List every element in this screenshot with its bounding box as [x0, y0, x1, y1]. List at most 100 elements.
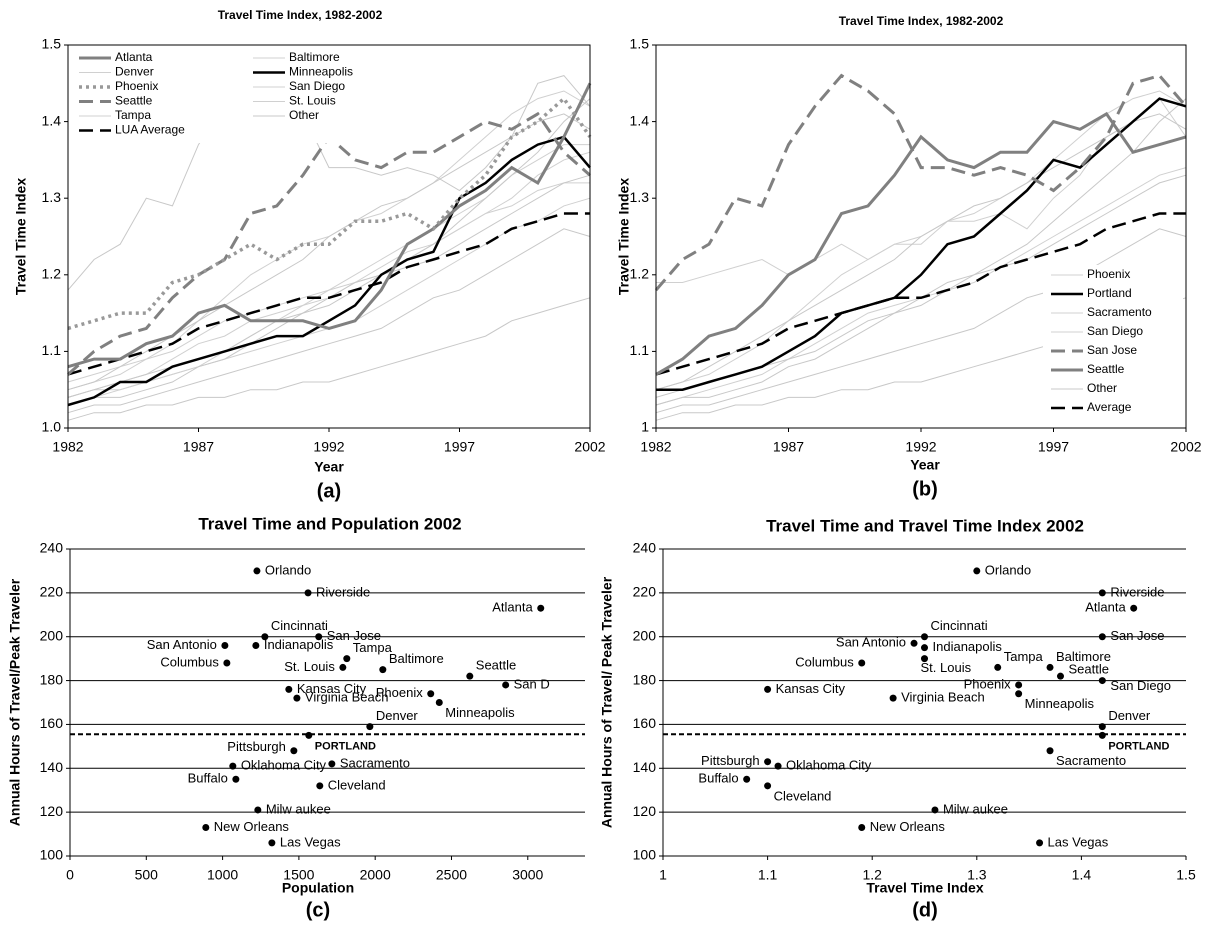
- point-label: Minneapolis: [445, 705, 515, 720]
- series-line: [655, 228, 1187, 414]
- data-point: [290, 747, 298, 755]
- plot-frame: [67, 44, 591, 429]
- point-label: Cleveland: [774, 788, 832, 803]
- point-label: Denver: [376, 708, 419, 723]
- x-axis-title: Population: [282, 880, 354, 896]
- y-tick-label: 1.4: [42, 112, 62, 128]
- point-label: Baltimore: [389, 651, 444, 666]
- point-label: San Antonio: [147, 637, 217, 652]
- data-point: [1130, 604, 1138, 612]
- chart-title: Travel Time Index, 1982-2002: [218, 8, 383, 22]
- point-label: Atlanta: [492, 600, 533, 615]
- data-point: [315, 633, 323, 641]
- series-line: [67, 228, 591, 414]
- point-label: Seattle: [476, 658, 516, 673]
- point-label: Indianapolis: [933, 639, 1003, 654]
- series-line: [655, 212, 1186, 376]
- y-tick-label: 1.1: [630, 342, 650, 358]
- x-tick-label: 1992: [905, 439, 936, 455]
- data-point: [343, 655, 351, 663]
- legend-label: San Diego: [289, 79, 345, 93]
- point-label: Virginia Beach: [305, 690, 389, 705]
- x-tick-label: 1997: [1038, 439, 1069, 455]
- series-line: [67, 212, 590, 376]
- point-label: San Antonio: [836, 635, 906, 650]
- data-point: [889, 694, 897, 702]
- point-label: Indianapolis: [264, 637, 334, 652]
- point-label: St. Louis: [921, 660, 972, 675]
- data-point: [1046, 663, 1054, 671]
- x-tick-label: 0: [66, 867, 74, 883]
- x-tick-label: 2002: [1170, 439, 1201, 455]
- x-tick-label: 3000: [512, 867, 543, 883]
- legend-label: Sacramento: [1087, 305, 1152, 319]
- point-label: New Orleans: [214, 819, 290, 834]
- legend-label: Atlanta: [115, 50, 153, 64]
- data-point: [285, 685, 293, 693]
- series-line: [656, 97, 1187, 283]
- data-point: [1046, 747, 1054, 755]
- series-line: [67, 74, 591, 291]
- y-tick-label: 220: [633, 584, 657, 600]
- y-tick-label: 1.3: [630, 189, 650, 205]
- data-point: [921, 655, 928, 663]
- x-tick-label: 1982: [640, 439, 671, 455]
- data-point: [764, 758, 772, 766]
- chart-title: Travel Time and Travel Time Index 2002: [766, 516, 1084, 535]
- y-tick-label: 1.5: [630, 36, 650, 52]
- data-point: [1098, 633, 1106, 641]
- y-axis-title: Travel Time Index: [616, 178, 632, 295]
- data-point: [1098, 731, 1106, 739]
- y-tick-label: 120: [40, 803, 64, 819]
- series-line: [67, 135, 591, 407]
- point-label: Pittsburgh: [227, 739, 286, 754]
- point-label: San Jose: [1110, 628, 1164, 643]
- data-point: [994, 663, 1002, 671]
- x-axis-title: Year: [314, 459, 344, 475]
- point-label: Minneapolis: [1025, 696, 1095, 711]
- data-point: [1015, 681, 1023, 689]
- point-label: Milw aukee: [266, 801, 331, 816]
- y-axis-title: Annual Hours of Travel/Peak Traveler: [7, 578, 23, 826]
- y-tick-label: 220: [40, 584, 64, 600]
- x-tick-label: 1000: [207, 867, 238, 883]
- y-tick-label: 140: [40, 759, 64, 775]
- legend-label: Phoenix: [1087, 267, 1130, 281]
- series-line: [655, 113, 1187, 391]
- point-label: Riverside: [1110, 584, 1164, 599]
- point-label: Phoenix: [964, 676, 1011, 691]
- legend-label: Portland: [1087, 286, 1132, 300]
- x-tick-label: 1982: [52, 439, 83, 455]
- data-point: [261, 633, 269, 641]
- legend-label: San Diego: [1087, 324, 1143, 338]
- x-tick-label: 2500: [436, 867, 467, 883]
- x-tick-label: 1: [659, 867, 667, 883]
- point-label: Virginia Beach: [901, 690, 985, 705]
- y-tick-label: 1.0: [42, 419, 62, 435]
- data-point: [252, 641, 260, 649]
- series-line: [67, 95, 592, 331]
- series-line: [655, 111, 1187, 376]
- data-point: [328, 760, 336, 768]
- panel-label: (b): [912, 478, 938, 500]
- y-tick-label: 1.3: [42, 189, 62, 205]
- y-tick-label: 180: [633, 671, 657, 687]
- data-point: [1098, 677, 1106, 685]
- legend-label: San Jose: [1087, 343, 1137, 357]
- data-point: [316, 782, 324, 790]
- legend-label: Other: [1087, 381, 1117, 395]
- point-label: Pittsburgh: [701, 753, 760, 768]
- x-tick-label: 1.3: [967, 867, 987, 883]
- data-point: [253, 567, 261, 575]
- point-label: San Jose: [327, 628, 381, 643]
- point-label: New Orleans: [870, 819, 946, 834]
- point-label: Orlando: [265, 562, 311, 577]
- series-line: [67, 98, 591, 398]
- data-point: [743, 775, 751, 783]
- data-point: [427, 690, 435, 698]
- data-point: [1098, 589, 1106, 597]
- point-label: Las Vegas: [1048, 834, 1109, 849]
- x-tick-label: 1.5: [1176, 867, 1196, 883]
- y-tick-label: 240: [633, 540, 657, 556]
